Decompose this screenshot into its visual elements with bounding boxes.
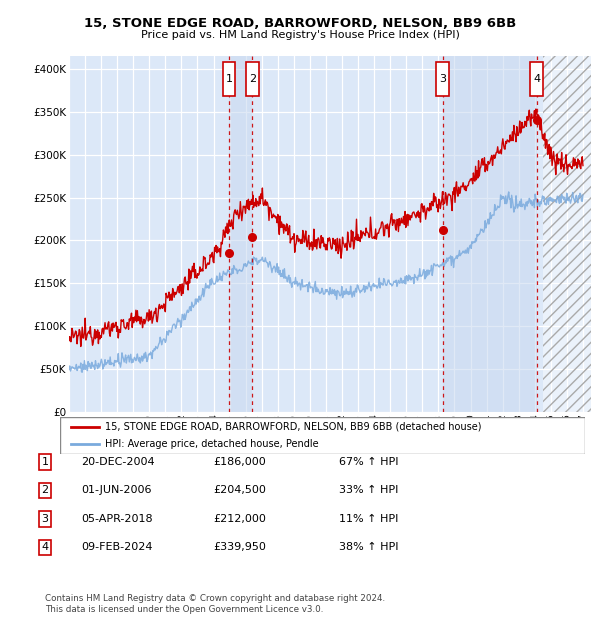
Text: 3: 3 [41, 514, 49, 524]
Text: 20-DEC-2004: 20-DEC-2004 [81, 457, 155, 467]
FancyBboxPatch shape [223, 62, 235, 96]
Text: Price paid vs. HM Land Registry's House Price Index (HPI): Price paid vs. HM Land Registry's House … [140, 30, 460, 40]
Bar [543, 56, 591, 412]
Text: 2: 2 [41, 485, 49, 495]
Text: 11% ↑ HPI: 11% ↑ HPI [339, 514, 398, 524]
FancyBboxPatch shape [247, 62, 259, 96]
FancyBboxPatch shape [436, 62, 449, 96]
Text: 01-JUN-2006: 01-JUN-2006 [81, 485, 151, 495]
Text: 38% ↑ HPI: 38% ↑ HPI [339, 542, 398, 552]
Text: £212,000: £212,000 [213, 514, 266, 524]
Text: £339,950: £339,950 [213, 542, 266, 552]
Text: 3: 3 [439, 74, 446, 84]
Bar [543, 56, 591, 412]
Text: 1: 1 [41, 457, 49, 467]
Text: Contains HM Land Registry data © Crown copyright and database right 2024.
This d: Contains HM Land Registry data © Crown c… [45, 595, 385, 614]
Bar [443, 56, 536, 412]
Text: £204,500: £204,500 [213, 485, 266, 495]
Text: 67% ↑ HPI: 67% ↑ HPI [339, 457, 398, 467]
Text: 1: 1 [226, 74, 233, 84]
Text: 15, STONE EDGE ROAD, BARROWFORD, NELSON, BB9 6BB: 15, STONE EDGE ROAD, BARROWFORD, NELSON,… [84, 17, 516, 30]
Text: 33% ↑ HPI: 33% ↑ HPI [339, 485, 398, 495]
Text: £186,000: £186,000 [213, 457, 266, 467]
Text: 15, STONE EDGE ROAD, BARROWFORD, NELSON, BB9 6BB (detached house): 15, STONE EDGE ROAD, BARROWFORD, NELSON,… [104, 422, 481, 432]
FancyBboxPatch shape [530, 62, 542, 96]
Text: 05-APR-2018: 05-APR-2018 [81, 514, 152, 524]
Text: 4: 4 [533, 74, 540, 84]
Text: 2: 2 [249, 74, 256, 84]
Text: 09-FEB-2024: 09-FEB-2024 [81, 542, 152, 552]
Bar [229, 56, 253, 412]
Text: 4: 4 [41, 542, 49, 552]
Text: HPI: Average price, detached house, Pendle: HPI: Average price, detached house, Pend… [104, 439, 318, 449]
